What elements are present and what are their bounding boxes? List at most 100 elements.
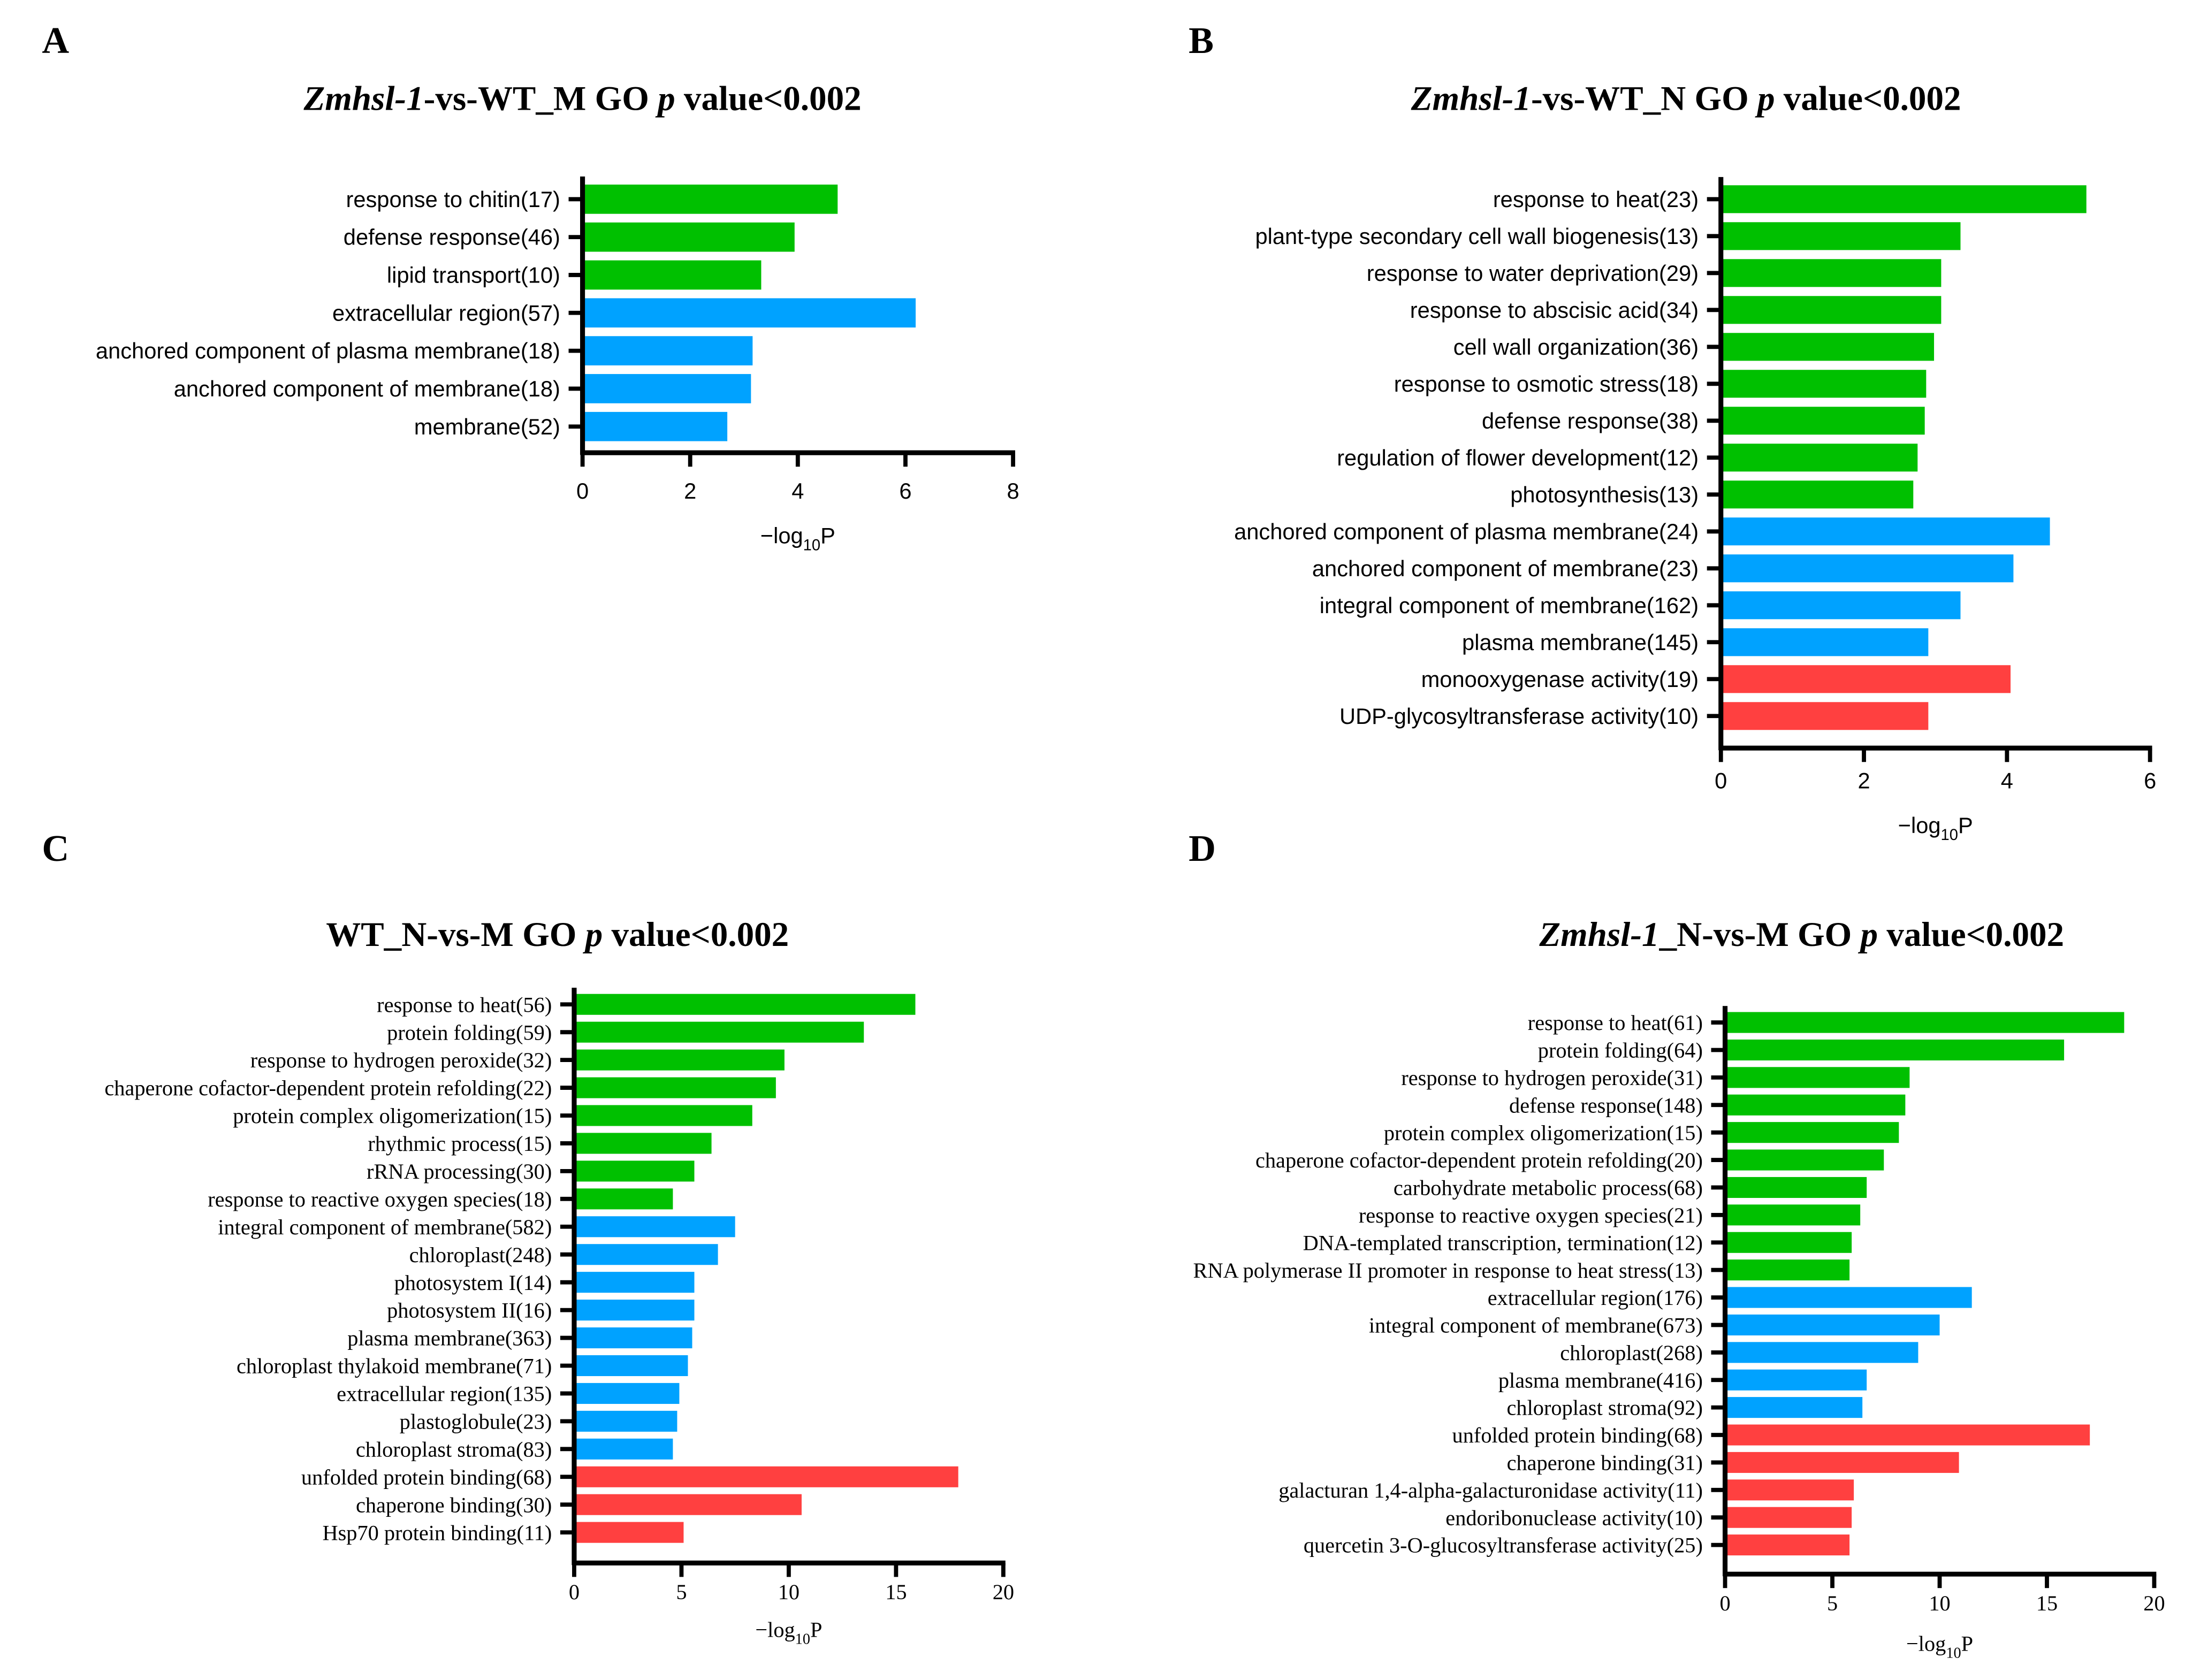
bar xyxy=(1725,1149,1884,1171)
title-segment: value<0.002 xyxy=(675,80,862,118)
x-tick-label: 0 xyxy=(1719,1591,1730,1615)
y-tick-label: unfolded protein binding(68) xyxy=(1452,1423,1703,1447)
x-axis-label-tail: P xyxy=(810,1617,822,1641)
bar xyxy=(1720,554,2014,583)
bar xyxy=(574,1133,712,1154)
y-tick-label: rRNA processing(30) xyxy=(367,1159,552,1183)
x-tick-label: 15 xyxy=(2036,1591,2058,1615)
y-tick-label: anchored component of plasma membrane(18… xyxy=(96,338,560,363)
bar xyxy=(1725,1397,1863,1418)
y-tick-label: response to hydrogen peroxide(31) xyxy=(1401,1066,1703,1090)
y-tick-label: galacturan 1,4-alpha-galacturonidase act… xyxy=(1278,1478,1703,1502)
y-tick-label: Hsp70 protein binding(11) xyxy=(322,1521,552,1545)
y-tick-label: chloroplast stroma(83) xyxy=(356,1437,552,1461)
y-tick-label: regulation of flower development(12) xyxy=(1337,445,1699,470)
y-tick-label: response to abscisic acid(34) xyxy=(1410,297,1699,323)
x-tick-label: 0 xyxy=(1715,768,1727,793)
bar xyxy=(574,1327,692,1349)
bar xyxy=(582,260,762,290)
bar xyxy=(574,1522,684,1543)
y-tick-label: extracellular region(135) xyxy=(337,1382,552,1406)
bar xyxy=(582,374,751,403)
x-tick-label: 0 xyxy=(569,1580,580,1604)
y-tick-label: chloroplast(248) xyxy=(409,1243,552,1267)
bar xyxy=(574,1188,673,1210)
x-tick-label: 2 xyxy=(1857,768,1870,793)
bar xyxy=(582,411,728,441)
bar xyxy=(582,298,916,328)
bar xyxy=(1720,480,1914,509)
bar xyxy=(574,1021,864,1043)
y-tick-label: cell wall organization(36) xyxy=(1453,334,1699,360)
bar xyxy=(574,1216,735,1238)
y-tick-label: chloroplast thylakoid membrane(71) xyxy=(237,1354,552,1378)
x-axis-label-main: −log xyxy=(760,523,803,548)
x-axis-label: −log10P xyxy=(760,523,835,554)
bar xyxy=(574,1494,802,1515)
bar xyxy=(574,1410,677,1432)
title-segment: Zmhsl-1 xyxy=(1411,80,1531,118)
title-segment: -vs-WT_N GO xyxy=(1531,80,1757,118)
y-tick-label: response to heat(61) xyxy=(1528,1011,1703,1035)
x-axis-label: −log10P xyxy=(1898,813,1973,844)
title-segment: Zmhsl-1 xyxy=(1539,915,1659,954)
y-tick-label: response to heat(23) xyxy=(1493,187,1699,212)
y-tick-label: lipid transport(10) xyxy=(387,263,560,288)
x-tick-label: 20 xyxy=(993,1580,1014,1604)
y-tick-label: chloroplast stroma(92) xyxy=(1507,1396,1703,1420)
y-tick-label: response to heat(56) xyxy=(377,992,552,1017)
bar xyxy=(1725,1424,2090,1446)
x-tick-label: 6 xyxy=(899,478,911,503)
bar xyxy=(1725,1012,2125,1033)
panel-label: B xyxy=(1189,20,1214,62)
y-tick-label: carbohydrate metabolic process(68) xyxy=(1394,1176,1703,1200)
x-axis-label-main: −log xyxy=(1906,1631,1946,1655)
title-segment: -vs-WT_M GO xyxy=(424,80,658,118)
y-tick-label: chaperone cofactor-dependent protein ref… xyxy=(1255,1148,1703,1172)
y-tick-label: membrane(52) xyxy=(414,414,560,439)
panel-a: A Zmhsl-1-vs-WT_M GO p value<0.002 respons… xyxy=(42,20,1019,554)
x-axis-label-sub: 10 xyxy=(803,537,820,554)
bar xyxy=(1720,591,1961,620)
bar xyxy=(1720,185,2087,213)
x-tick-label: 2 xyxy=(684,478,696,503)
y-tick-label: protein folding(59) xyxy=(387,1020,552,1044)
bar xyxy=(1725,1259,1850,1281)
x-tick-label: 6 xyxy=(2144,768,2156,793)
title-segment: p xyxy=(1858,915,1878,954)
bar xyxy=(1725,1369,1867,1391)
y-tick-label: chaperone binding(30) xyxy=(356,1493,552,1517)
y-tick-label: integral component of membrane(162) xyxy=(1320,593,1699,618)
y-tick-label: plasma membrane(145) xyxy=(1462,630,1699,655)
title-segment: value<0.002 xyxy=(1878,915,2064,954)
x-axis-label-tail: P xyxy=(1958,813,1973,838)
bar xyxy=(1720,407,1925,435)
x-tick-label: 20 xyxy=(2143,1591,2165,1615)
y-tick-label: quercetin 3-O-glucosyltransferase activi… xyxy=(1304,1533,1703,1557)
panel-label: D xyxy=(1189,828,1216,869)
y-tick-label: response to chitin(17) xyxy=(346,187,560,212)
y-tick-label: chaperone cofactor-dependent protein ref… xyxy=(104,1076,552,1100)
x-tick-label: 10 xyxy=(1929,1591,1950,1615)
bar xyxy=(574,1105,752,1126)
y-tick-label: plant-type secondary cell wall biogenesi… xyxy=(1255,224,1699,249)
bar xyxy=(574,1160,695,1182)
panel-c: C WT_N-vs-M GO p value<0.002 response to h… xyxy=(42,828,1014,1647)
x-tick-label: 8 xyxy=(1007,478,1019,503)
chart-title: Zmhsl-1-vs-WT_M GO p value<0.002 xyxy=(303,80,861,118)
bar xyxy=(1725,1067,1910,1088)
x-axis-label-sub: 10 xyxy=(795,1631,810,1647)
y-tick-label: response to reactive oxygen species(21) xyxy=(1359,1203,1703,1227)
y-tick-label: endoribonuclease activity(10) xyxy=(1445,1506,1703,1530)
x-tick-label: 0 xyxy=(576,478,589,503)
y-tick-label: defense response(46) xyxy=(344,225,560,250)
bar xyxy=(574,1438,673,1460)
y-tick-label: plasma membrane(363) xyxy=(347,1326,552,1350)
y-tick-label: protein folding(64) xyxy=(1538,1038,1703,1063)
y-tick-label: protein complex oligomerization(15) xyxy=(233,1104,552,1128)
title-segment: p xyxy=(1755,80,1775,118)
y-tick-label: anchored component of membrane(23) xyxy=(1312,556,1699,581)
bar xyxy=(1725,1534,1850,1556)
title-segment: WT_N-vs-M GO xyxy=(326,915,585,954)
